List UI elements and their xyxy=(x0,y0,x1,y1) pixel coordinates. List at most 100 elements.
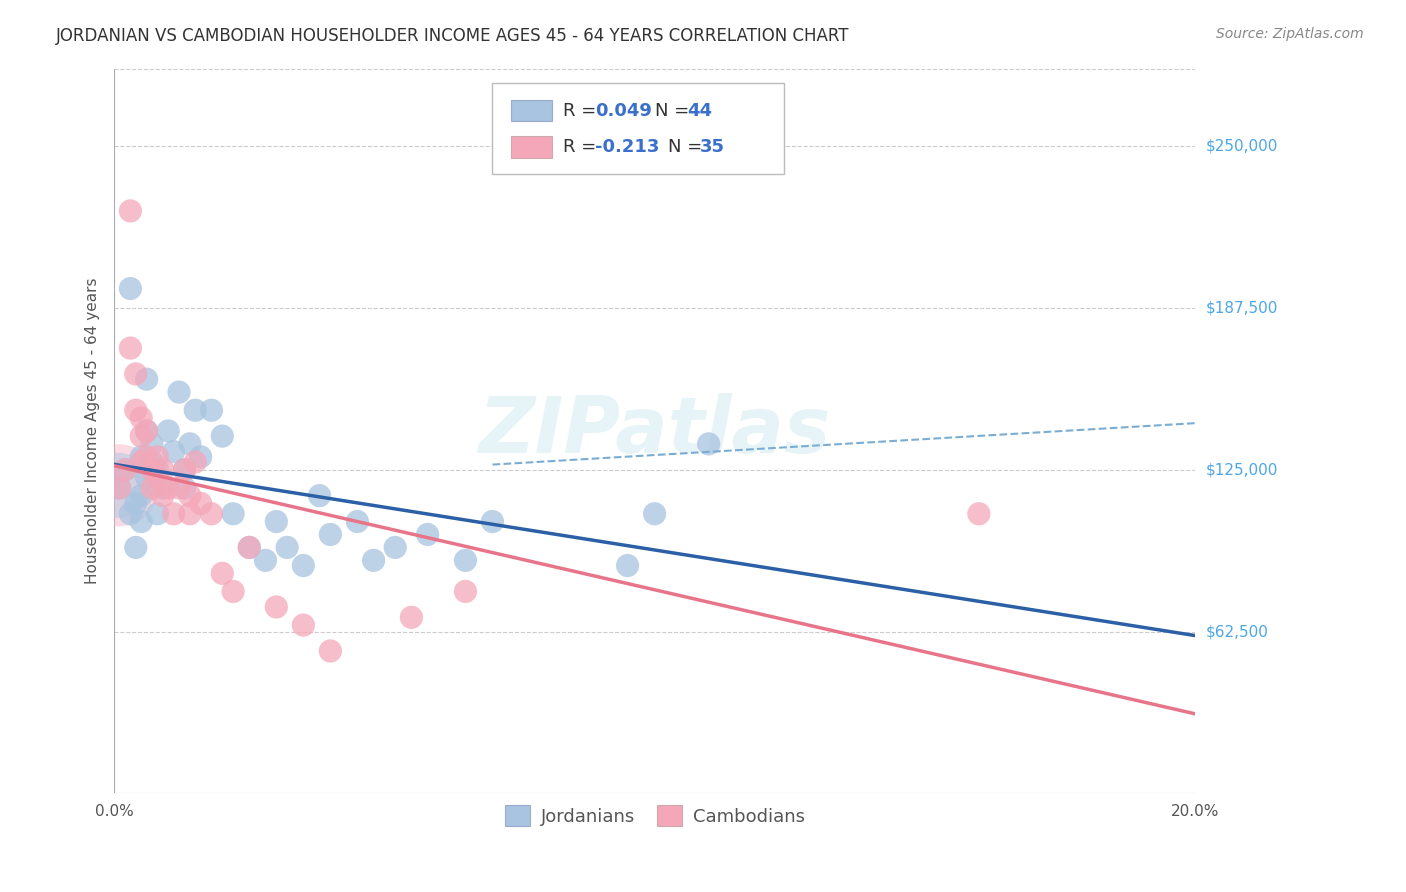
Point xyxy=(108,481,131,495)
Point xyxy=(238,541,260,555)
Point xyxy=(184,455,207,469)
FancyBboxPatch shape xyxy=(510,100,553,121)
Point xyxy=(238,541,260,555)
Point xyxy=(384,541,406,555)
Point xyxy=(190,496,212,510)
Point xyxy=(129,450,152,464)
Point xyxy=(146,463,169,477)
Point xyxy=(616,558,638,573)
Point xyxy=(292,618,315,632)
Y-axis label: Householder Income Ages 45 - 64 years: Householder Income Ages 45 - 64 years xyxy=(86,277,100,584)
Point xyxy=(129,411,152,425)
Point xyxy=(141,455,163,469)
Point xyxy=(120,203,142,218)
Point xyxy=(179,437,201,451)
Point xyxy=(162,507,184,521)
Point xyxy=(200,507,222,521)
Text: $62,500: $62,500 xyxy=(1206,624,1270,639)
Point xyxy=(222,584,245,599)
Point xyxy=(157,481,180,495)
Point xyxy=(125,403,148,417)
Text: R =: R = xyxy=(562,102,602,120)
Point xyxy=(146,507,169,521)
Point xyxy=(454,553,477,567)
Point xyxy=(173,463,195,477)
Point xyxy=(129,489,152,503)
Point xyxy=(120,341,142,355)
Point xyxy=(114,463,136,477)
Point xyxy=(129,429,152,443)
Point xyxy=(173,463,195,477)
Point xyxy=(125,367,148,381)
Point xyxy=(184,403,207,417)
Point xyxy=(141,437,163,451)
Point xyxy=(162,444,184,458)
FancyBboxPatch shape xyxy=(510,136,553,158)
Point xyxy=(125,541,148,555)
Text: Source: ZipAtlas.com: Source: ZipAtlas.com xyxy=(1216,27,1364,41)
Text: JORDANIAN VS CAMBODIAN HOUSEHOLDER INCOME AGES 45 - 64 YEARS CORRELATION CHART: JORDANIAN VS CAMBODIAN HOUSEHOLDER INCOM… xyxy=(56,27,849,45)
Point xyxy=(135,450,157,464)
Point xyxy=(114,463,136,477)
Point xyxy=(319,644,342,658)
Point xyxy=(107,478,129,492)
Point xyxy=(266,515,288,529)
Point xyxy=(135,470,157,484)
Point xyxy=(146,450,169,464)
Point xyxy=(141,463,163,477)
Point xyxy=(107,478,129,492)
Point xyxy=(481,515,503,529)
Text: 35: 35 xyxy=(700,137,725,156)
Point xyxy=(135,424,157,438)
Text: R =: R = xyxy=(562,137,602,156)
Text: $125,000: $125,000 xyxy=(1206,462,1278,477)
Point xyxy=(416,527,439,541)
Point xyxy=(222,507,245,521)
Point xyxy=(292,558,315,573)
Text: $250,000: $250,000 xyxy=(1206,138,1278,153)
Point xyxy=(200,403,222,417)
Point xyxy=(308,489,330,503)
Point xyxy=(644,507,666,521)
Text: $187,500: $187,500 xyxy=(1206,301,1278,316)
Point xyxy=(120,281,142,295)
Point xyxy=(146,470,169,484)
Point xyxy=(697,437,720,451)
Point xyxy=(401,610,423,624)
Point xyxy=(129,515,152,529)
Text: 44: 44 xyxy=(688,102,711,120)
Point xyxy=(276,541,298,555)
Legend: Jordanians, Cambodians: Jordanians, Cambodians xyxy=(495,797,814,835)
Text: -0.213: -0.213 xyxy=(595,137,659,156)
Point xyxy=(211,429,233,443)
Text: ZIPatlas: ZIPatlas xyxy=(478,393,831,469)
Point xyxy=(108,481,131,495)
Point xyxy=(363,553,385,567)
Point xyxy=(157,424,180,438)
Point xyxy=(254,553,277,567)
Text: N =: N = xyxy=(655,102,695,120)
Point xyxy=(152,481,174,495)
Text: N =: N = xyxy=(668,137,707,156)
Point xyxy=(179,489,201,503)
Point xyxy=(152,489,174,503)
Point xyxy=(173,481,195,495)
Point xyxy=(190,450,212,464)
Point xyxy=(141,481,163,495)
FancyBboxPatch shape xyxy=(492,83,785,174)
Point xyxy=(135,372,157,386)
Text: 0.049: 0.049 xyxy=(595,102,652,120)
Point xyxy=(167,385,190,400)
Point xyxy=(179,507,201,521)
Point xyxy=(129,455,152,469)
Point xyxy=(152,463,174,477)
Point xyxy=(211,566,233,581)
Point xyxy=(125,496,148,510)
Point xyxy=(319,527,342,541)
Point xyxy=(967,507,990,521)
Point xyxy=(266,599,288,614)
Point xyxy=(135,424,157,438)
Point xyxy=(346,515,368,529)
Point xyxy=(120,507,142,521)
Point xyxy=(454,584,477,599)
